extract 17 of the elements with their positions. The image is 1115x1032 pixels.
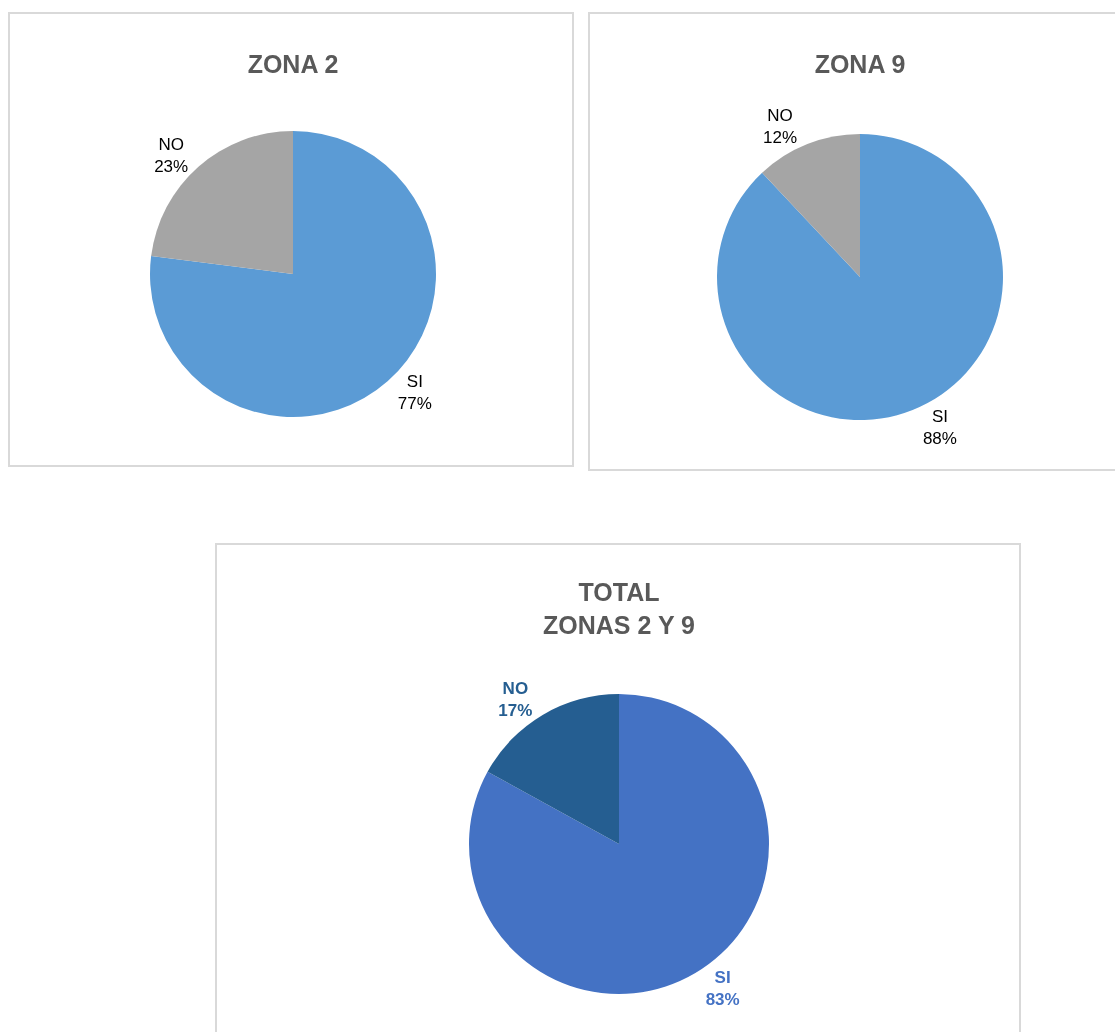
- data-label: 12%: [763, 127, 798, 147]
- slice-label: NO: [767, 105, 793, 125]
- chart-title: ZONA 9: [814, 49, 906, 78]
- slice-label: NO: [502, 679, 529, 699]
- chart-title: ZONA 2: [247, 49, 339, 78]
- chart-title: TOTAL ZONAS 2 Y 9: [543, 578, 695, 639]
- slice-label: SI: [406, 372, 423, 392]
- pie-slice: [150, 131, 436, 417]
- data-label: 17%: [498, 701, 533, 721]
- data-label: 77%: [397, 394, 432, 414]
- data-label: 83%: [705, 989, 740, 1009]
- pie-slice: [151, 131, 293, 274]
- data-label: 88%: [922, 429, 957, 449]
- slice-label: NO: [158, 134, 184, 154]
- slice-label: SI: [714, 967, 731, 987]
- data-label: 23%: [154, 156, 189, 176]
- slice-label: SI: [931, 407, 948, 427]
